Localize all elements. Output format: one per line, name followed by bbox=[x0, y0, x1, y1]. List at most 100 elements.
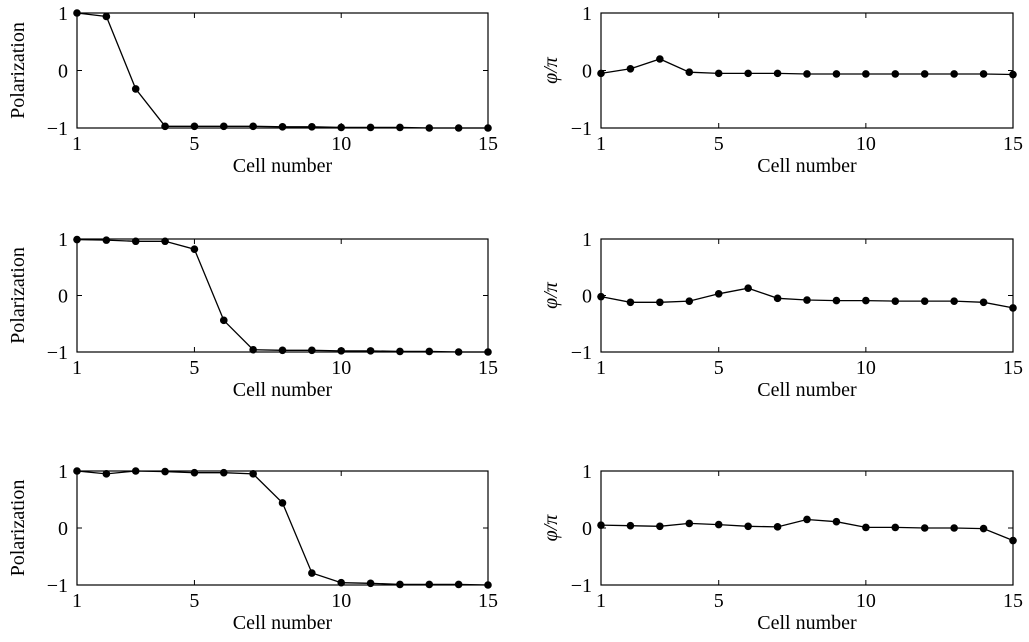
data-point bbox=[685, 68, 694, 77]
x-tick-label: 5 bbox=[189, 133, 199, 155]
data-point bbox=[626, 521, 635, 530]
data-point bbox=[714, 520, 723, 529]
data-point bbox=[249, 345, 257, 354]
data-point bbox=[131, 237, 140, 246]
y-axis-label: φ/π bbox=[540, 281, 562, 309]
y-axis-label: Polarization bbox=[7, 247, 29, 344]
data-point bbox=[102, 12, 111, 21]
data-point bbox=[744, 284, 752, 292]
data-point bbox=[803, 515, 811, 524]
data-point bbox=[131, 85, 140, 93]
x-tick-label: 5 bbox=[714, 357, 724, 379]
x-tick-label: 10 bbox=[331, 590, 351, 612]
data-point bbox=[454, 580, 463, 589]
y-axis-label: Polarization bbox=[7, 22, 29, 119]
y-axis-label: Polarization bbox=[7, 480, 29, 577]
y-tick-label: 0 bbox=[58, 61, 68, 83]
data-point bbox=[891, 523, 900, 532]
x-tick-label: 1 bbox=[596, 590, 606, 612]
x-axis-label: Cell number bbox=[757, 612, 857, 634]
data-point bbox=[832, 296, 841, 305]
x-tick-label: 15 bbox=[478, 357, 498, 379]
data-point bbox=[862, 296, 870, 305]
x-tick-label: 1 bbox=[72, 590, 82, 612]
y-tick-label: 1 bbox=[58, 3, 68, 25]
axes-frame bbox=[76, 238, 489, 353]
data-point bbox=[73, 235, 81, 244]
y-tick-label: 0 bbox=[582, 61, 592, 83]
data-point bbox=[219, 316, 228, 325]
data-point bbox=[656, 298, 664, 307]
y-axis-label: φ/π bbox=[540, 514, 562, 542]
data-point bbox=[337, 347, 346, 355]
data-point bbox=[1009, 536, 1017, 545]
data-point bbox=[454, 124, 463, 132]
x-tick-label: 5 bbox=[189, 590, 199, 612]
data-point bbox=[656, 522, 664, 531]
data-point bbox=[832, 70, 841, 78]
data-point bbox=[979, 70, 988, 78]
x-axis-label: Cell number bbox=[233, 612, 333, 634]
x-tick-label: 10 bbox=[331, 357, 351, 379]
data-point bbox=[219, 468, 228, 477]
data-point bbox=[744, 69, 752, 78]
data-point bbox=[366, 579, 375, 588]
data-point bbox=[161, 237, 169, 246]
y-tick-label: −1 bbox=[47, 118, 68, 140]
data-point bbox=[73, 9, 81, 17]
data-point bbox=[131, 467, 140, 475]
data-point bbox=[425, 124, 434, 132]
axes-frame bbox=[600, 238, 1014, 353]
data-point bbox=[278, 499, 287, 507]
data-point bbox=[337, 578, 346, 587]
data-point bbox=[308, 569, 316, 577]
x-tick-label: 15 bbox=[478, 133, 498, 155]
data-point bbox=[714, 290, 723, 298]
data-point bbox=[1009, 70, 1017, 79]
data-point bbox=[626, 298, 635, 307]
y-tick-label: −1 bbox=[571, 118, 592, 140]
y-tick-label: 1 bbox=[582, 3, 592, 25]
x-tick-label: 15 bbox=[478, 590, 498, 612]
data-point bbox=[278, 346, 287, 355]
data-point bbox=[803, 296, 811, 304]
x-tick-label: 10 bbox=[856, 133, 876, 155]
data-point bbox=[597, 292, 605, 301]
data-point bbox=[484, 348, 492, 356]
x-tick-label: 5 bbox=[189, 357, 199, 379]
x-tick-label: 10 bbox=[856, 357, 876, 379]
x-tick-label: 5 bbox=[714, 133, 724, 155]
data-point bbox=[337, 123, 346, 132]
series-line bbox=[76, 12, 488, 129]
data-point bbox=[714, 69, 723, 78]
data-point bbox=[744, 522, 752, 531]
x-tick-label: 15 bbox=[1003, 133, 1023, 155]
x-tick-label: 1 bbox=[596, 357, 606, 379]
x-tick-label: 1 bbox=[72, 357, 82, 379]
data-point bbox=[626, 64, 635, 73]
y-tick-label: −1 bbox=[47, 342, 68, 364]
data-point bbox=[656, 55, 664, 63]
data-point bbox=[278, 123, 287, 131]
x-axis-label: Cell number bbox=[233, 155, 333, 177]
y-axis-label: φ/π bbox=[540, 56, 562, 84]
data-point bbox=[979, 298, 988, 307]
data-point bbox=[920, 524, 929, 532]
data-point bbox=[454, 348, 463, 356]
data-point bbox=[597, 69, 605, 78]
data-point bbox=[862, 523, 870, 532]
data-point bbox=[685, 297, 694, 305]
y-tick-label: 0 bbox=[58, 518, 68, 540]
data-point bbox=[832, 517, 841, 526]
data-point bbox=[950, 70, 958, 78]
data-point bbox=[308, 123, 316, 131]
y-tick-label: −1 bbox=[571, 342, 592, 364]
data-point bbox=[597, 521, 605, 529]
data-point bbox=[1009, 304, 1017, 312]
data-point bbox=[366, 347, 375, 355]
